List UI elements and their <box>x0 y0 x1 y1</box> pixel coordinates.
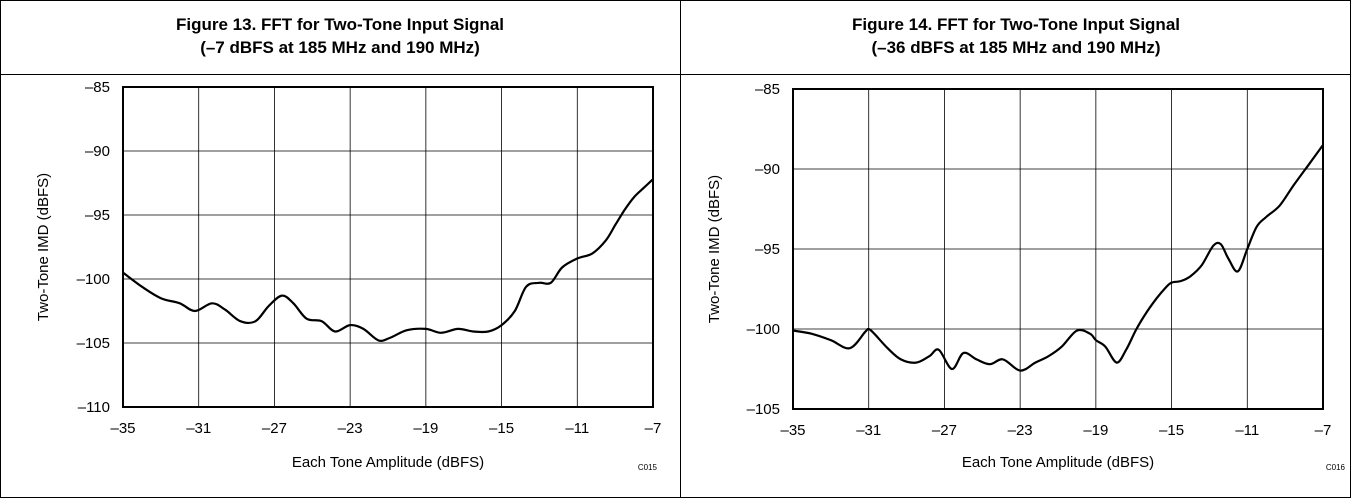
figure-13-title: Figure 13. FFT for Two-Tone Input Signal… <box>0 13 680 59</box>
figure-14-title-line1: Figure 14. FFT for Two-Tone Input Signal <box>851 15 1180 34</box>
figure-13-title-line2: (–7 dBFS at 185 MHz and 190 MHz) <box>200 38 480 57</box>
plot-area-border <box>792 88 1324 410</box>
y-tick-label: –110 <box>78 399 110 416</box>
x-tick-label: –15 <box>489 420 514 437</box>
y-tick-label: –95 <box>85 207 110 224</box>
x-tick-label: –23 <box>1008 422 1033 439</box>
x-axis-label: Each Tone Amplitude (dBFS) <box>962 454 1154 471</box>
x-tick-label: –31 <box>186 420 211 437</box>
x-tick-label: –15 <box>1159 422 1184 439</box>
x-tick-label: –11 <box>1235 422 1259 439</box>
x-tick-label: –27 <box>262 420 287 437</box>
y-tick-label: –95 <box>755 241 780 258</box>
figure-13-title-line1: Figure 13. FFT for Two-Tone Input Signal <box>175 15 504 34</box>
x-tick-label: –19 <box>413 420 438 437</box>
series-line <box>792 144 1324 372</box>
figure-14-title-line2: (–36 dBFS at 185 MHz and 190 MHz) <box>871 38 1161 57</box>
y-tick-label: –90 <box>85 143 110 160</box>
y-tick-label: –85 <box>85 79 110 96</box>
figure-14-title: Figure 14. FFT for Two-Tone Input Signal… <box>681 13 1351 59</box>
x-tick-label: –19 <box>1083 422 1108 439</box>
figure-code: C016 <box>1326 463 1346 472</box>
x-tick-label: –35 <box>110 420 135 437</box>
title-divider <box>0 74 1351 75</box>
x-tick-label: –11 <box>565 420 589 437</box>
plot-area-border <box>122 86 654 408</box>
figure-code: C015 <box>638 463 658 472</box>
x-tick-label: –35 <box>780 422 805 439</box>
series-line <box>122 178 654 342</box>
x-tick-label: –31 <box>856 422 881 439</box>
y-tick-label: –100 <box>747 321 780 338</box>
y-axis-label: Two-Tone IMD (dBFS) <box>706 175 723 323</box>
y-tick-label: –105 <box>747 401 780 418</box>
panel-divider <box>680 0 681 498</box>
y-tick-label: –100 <box>77 271 110 288</box>
y-tick-label: –90 <box>755 161 780 178</box>
y-tick-label: –85 <box>755 81 780 98</box>
x-tick-label: –23 <box>338 420 363 437</box>
x-tick-label: –7 <box>645 420 662 437</box>
x-tick-label: –27 <box>932 422 957 439</box>
y-tick-label: –105 <box>77 335 110 352</box>
x-axis-label: Each Tone Amplitude (dBFS) <box>292 454 484 471</box>
chart-figure-13: –35 –31 –27 –23 –19 –15 –11 –7 –85 –90 –95 –100 –105… <box>35 79 662 472</box>
y-axis-label: Two-Tone IMD (dBFS) <box>35 173 52 321</box>
x-tick-label: –7 <box>1315 422 1332 439</box>
